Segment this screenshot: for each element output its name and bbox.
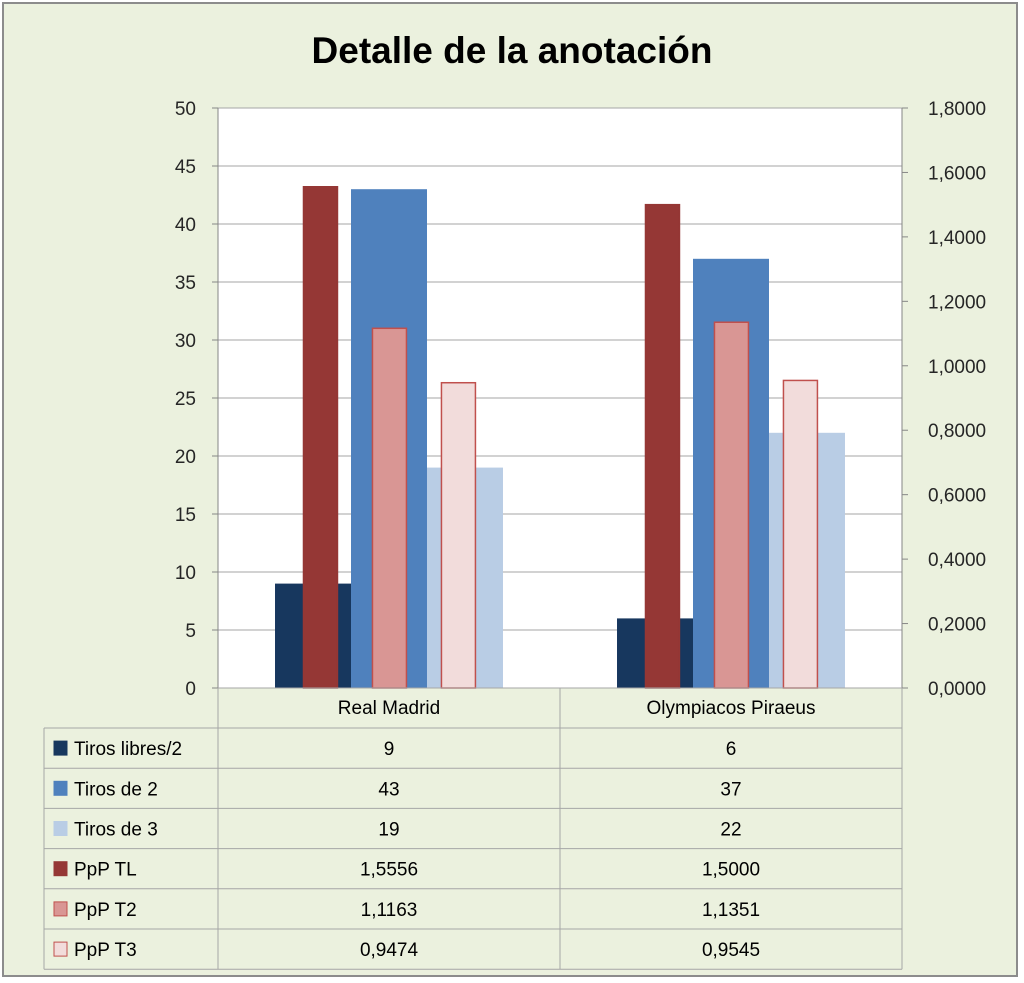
data-cell: 22 [720, 820, 741, 841]
data-cell: 9 [384, 739, 395, 760]
y-left-tick-label: 25 [175, 389, 196, 410]
y-left-tick-label: 10 [175, 563, 196, 584]
data-cell: 19 [378, 820, 399, 841]
legend-key [53, 901, 68, 917]
series-label: Tiros de 2 [74, 779, 158, 800]
data-cell: 1,1351 [702, 900, 760, 921]
data-cell: 0,9545 [702, 940, 760, 961]
y-left-tick-label: 45 [175, 157, 196, 178]
y-right-tick-label: 0,4000 [928, 550, 986, 571]
y-right-tick-label: 0,6000 [928, 486, 986, 507]
series-label: PpP T2 [74, 900, 137, 921]
data-cell: 0,9474 [360, 940, 419, 961]
data-cell: 1,5000 [702, 860, 760, 881]
data-cell: 1,1163 [361, 900, 418, 921]
y-left-tick-label: 50 [175, 99, 196, 120]
y-left-tick-label: 20 [175, 447, 196, 468]
data-cell: 37 [720, 779, 741, 800]
bar-ppp-t2 [713, 321, 750, 689]
data-cell: 43 [378, 779, 399, 800]
y-left-tick-label: 15 [175, 505, 196, 526]
y-right-tick-label: 1,6000 [928, 163, 986, 184]
series-label: PpP T3 [74, 940, 137, 961]
y-left-tick-label: 40 [175, 215, 196, 236]
data-cell: 6 [726, 739, 737, 760]
data-cell: 1,5556 [360, 860, 418, 881]
y-right-tick-label: 1,8000 [928, 99, 986, 120]
y-right-tick-label: 1,2000 [928, 292, 986, 313]
legend-key [53, 821, 68, 836]
bar-ppp-tl [644, 203, 681, 689]
series-label: Tiros libres/2 [74, 739, 182, 760]
y-right-tick-label: 0,2000 [928, 615, 986, 636]
category-label: Real Madrid [338, 698, 440, 719]
bar-ppp-t2 [371, 327, 408, 689]
y-right-tick-label: 0,0000 [928, 679, 986, 700]
category-label: Olympiacos Piraeus [647, 698, 816, 719]
y-left-tick-label: 30 [175, 331, 196, 352]
chart-title: Detalle de la anotación [311, 30, 713, 71]
y-right-tick-label: 0,8000 [928, 421, 986, 442]
y-right-tick-label: 1,4000 [928, 228, 986, 249]
legend-key [53, 941, 68, 957]
legend-key [53, 740, 68, 756]
series-label: Tiros de 3 [74, 820, 158, 841]
bar-ppp-t3 [782, 379, 819, 689]
bar-ppp-tl [302, 186, 339, 689]
y-left-tick-label: 35 [175, 273, 196, 294]
legend-key [53, 861, 68, 877]
y-left-tick-label: 5 [185, 621, 196, 642]
series-label: PpP TL [74, 860, 137, 881]
bar-ppp-t3 [440, 381, 477, 689]
y-left-tick-label: 0 [185, 679, 196, 700]
y-right-tick-label: 1,0000 [928, 357, 986, 378]
legend-key [53, 780, 68, 796]
